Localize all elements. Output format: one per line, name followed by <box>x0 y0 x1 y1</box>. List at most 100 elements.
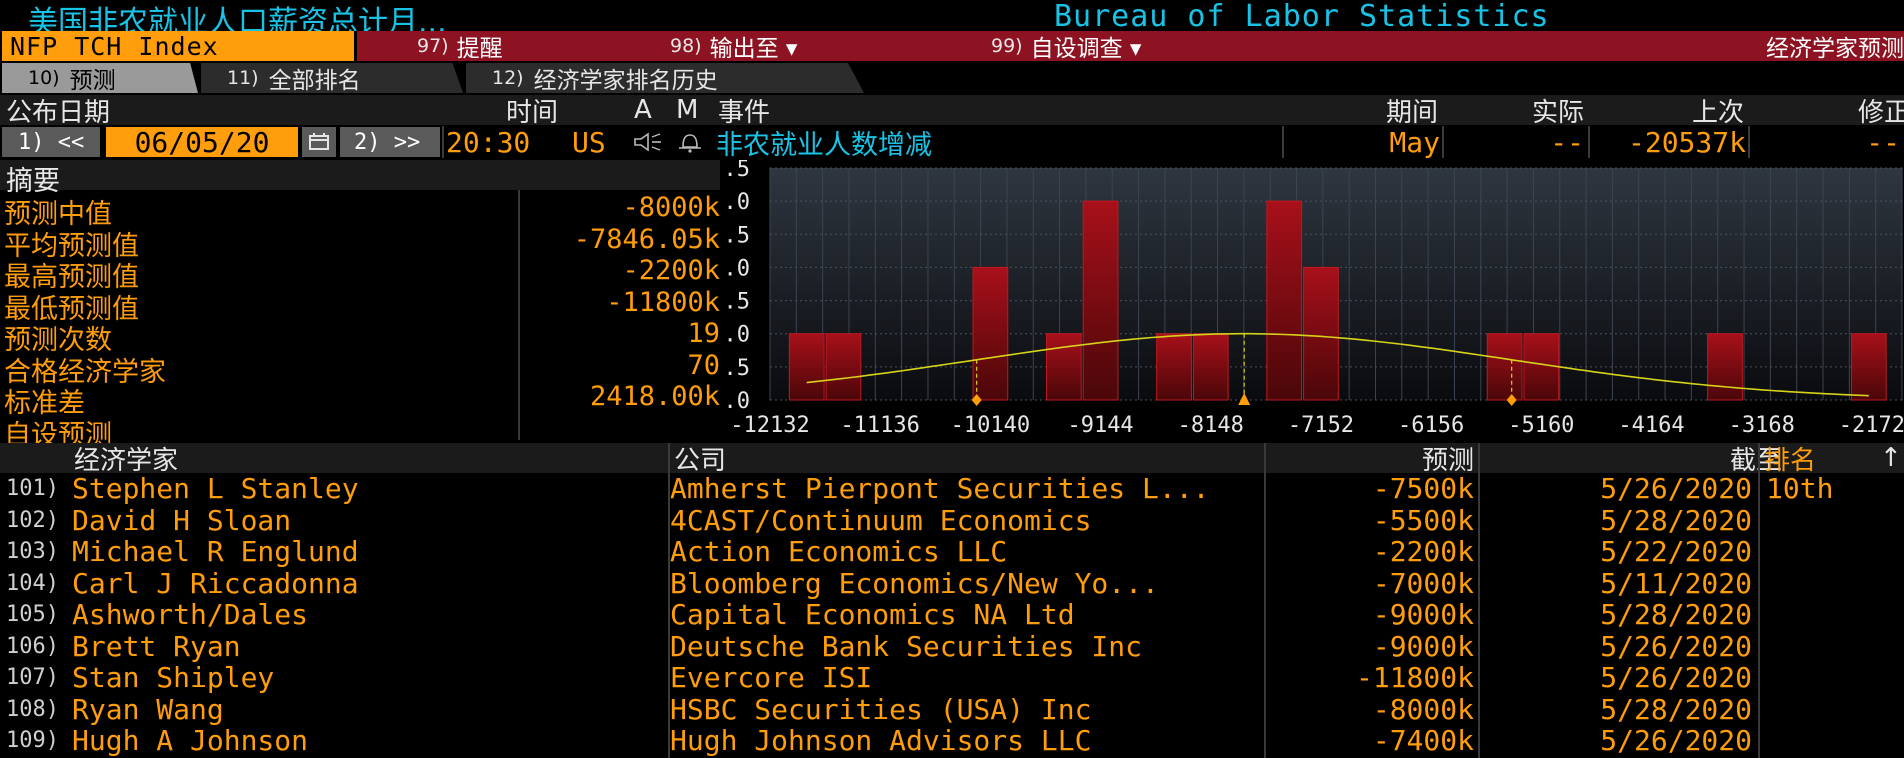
firm-name[interactable]: Capital Economics NA Ltd <box>670 599 1075 630</box>
summary-value: -11800k <box>606 286 720 318</box>
table-row[interactable]: 104) Carl J Riccadonna Bloomberg Economics… <box>0 568 1904 599</box>
marker-triangle <box>1238 393 1251 405</box>
economist-name[interactable]: Carl J Riccadonna <box>72 567 359 599</box>
table-row[interactable]: 105) Ashworth/Dales Capital Economics NA L… <box>0 599 1904 630</box>
col-asof[interactable]: 截至 <box>1729 445 1782 476</box>
table-row[interactable]: 106) Brett Ryan Deutsche Bank Securities I… <box>0 631 1904 662</box>
summary-value: -8000k <box>622 192 720 223</box>
economist-name[interactable]: David H Sloan <box>72 504 292 536</box>
firm-name[interactable]: Hugh Johnson Advisors LLC <box>670 725 1092 756</box>
y-tick-label: 1.5 <box>722 290 750 315</box>
tab-forecast[interactable]: 10) 预测 <box>2 63 198 93</box>
sort-arrow-icon[interactable]: ↑ <box>1880 443 1902 473</box>
histogram-bar <box>1523 333 1560 401</box>
menu-economist-forecast[interactable]: 经济学家预测 <box>1288 31 1904 62</box>
ticker-field[interactable]: NFP TCH Index <box>2 31 354 61</box>
column-divider <box>1264 443 1266 758</box>
histogram-bar <box>1192 333 1229 401</box>
histogram-bar <box>1486 333 1523 401</box>
speaker-icon[interactable] <box>630 129 666 155</box>
economist-table-header: 经济学家 公司 预测 截至 排名 ↑ <box>0 443 1904 476</box>
histogram-bar <box>1082 200 1119 401</box>
col-forecast[interactable]: 预测 <box>1421 445 1474 476</box>
menu-item-number: 98) <box>670 35 702 57</box>
tab-economist-ranking-history[interactable]: 12) 经济学家排名历史 <box>466 63 864 93</box>
col-firm[interactable]: 公司 <box>674 445 727 476</box>
table-row[interactable]: 101) Stephen L Stanley Amherst Pierpont Se… <box>0 473 1904 504</box>
bell-icon[interactable] <box>672 129 708 155</box>
histogram-bar <box>1045 333 1082 401</box>
menu-right-label: 经济学家预测 <box>1766 36 1904 62</box>
firm-name[interactable]: 4CAST/Continuum Economics <box>670 504 1092 536</box>
firm-name[interactable]: Bloomberg Economics/New Yo... <box>670 567 1159 599</box>
event-header: 公布日期 时间 A M 事件 期间 实际 上次 修正 <box>0 95 1904 128</box>
table-row[interactable]: 102) David H Sloan 4CAST/Continuum Economi… <box>0 505 1904 536</box>
header-revised: 修正 <box>1857 97 1904 128</box>
data-source: Bureau of Labor Statistics <box>1054 0 1550 34</box>
table-row[interactable]: 109) Hugh A Johnson Hugh Johnson Advisors … <box>0 725 1904 756</box>
histogram-bar <box>1850 333 1887 401</box>
event-name[interactable]: 非农就业人数增减 <box>716 129 932 161</box>
row-number: 103) <box>6 539 59 564</box>
economist-name[interactable]: Ashworth/Dales <box>72 599 309 630</box>
histogram-bar <box>788 333 825 401</box>
col-rank[interactable]: 排名 <box>1764 445 1817 476</box>
header-time: 时间 <box>505 97 558 128</box>
summary-label: 预测次数 <box>4 325 112 356</box>
rank-value <box>1766 536 1896 567</box>
histogram-bar <box>825 333 862 401</box>
release-date-field[interactable]: 06/05/20 <box>106 126 298 159</box>
rank-value <box>1766 505 1896 536</box>
prev-event-button[interactable]: 1) << <box>2 127 100 157</box>
economist-name[interactable]: Michael R Englund <box>72 536 359 567</box>
column-divider <box>1478 443 1480 758</box>
event-prior: -20537k <box>1627 125 1746 159</box>
economist-name[interactable]: Ryan Wang <box>72 693 224 725</box>
x-tick-label: -9144 <box>1067 413 1133 438</box>
marker-diamond <box>1506 394 1517 406</box>
histogram-bar <box>1266 200 1303 401</box>
col-economist[interactable]: 经济学家 <box>74 445 179 476</box>
firm-name[interactable]: HSBC Securities (USA) Inc <box>670 693 1092 725</box>
menu-custom-survey-button[interactable]: 99) 自设调查 ▾ <box>931 31 1345 62</box>
firm-name[interactable]: Evercore ISI <box>670 662 873 693</box>
normal-curve <box>806 332 1869 397</box>
menu-item-label: 自设调查 ▾ <box>1030 36 1142 62</box>
table-row[interactable]: 103) Michael R Englund Action Economics LL… <box>0 536 1904 567</box>
asof-date: 5/26/2020 <box>1600 725 1752 756</box>
title-bar: 美国非农就业人口薪资总计月... Bureau of Labor Statist… <box>0 0 1904 40</box>
x-tick-label: -10140 <box>951 413 1030 438</box>
economist-name[interactable]: Brett Ryan <box>72 630 241 662</box>
table-row[interactable]: 108) Ryan Wang HSBC Securities (USA) Inc -8… <box>0 694 1904 725</box>
calendar-icon[interactable] <box>302 127 336 157</box>
tab-all-rankings[interactable]: 11) 全部排名 <box>201 63 463 93</box>
histogram-bar <box>1707 333 1743 401</box>
event-row: 1) << 06/05/20 2) >> 20:30 US 非农就业人数增减 M… <box>0 125 1904 161</box>
forecast-distribution-chart: 3.5 3.0 2.5 2.0 1.5 1.0 .5 .0 -12132 -11136 -1014… <box>710 157 1904 442</box>
forecast-value: -9000k <box>1372 599 1474 630</box>
summary-label: 最低预测值 <box>4 293 139 325</box>
summary-value: -7846.05k <box>573 223 720 255</box>
economist-name[interactable]: Stephen L Stanley <box>72 473 359 504</box>
economist-table: 101) Stephen L Stanley Amherst Pierpont Se… <box>0 443 1904 758</box>
asof-date: 5/22/2020 <box>1600 536 1752 567</box>
asof-date: 5/26/2020 <box>1600 662 1752 693</box>
economist-name[interactable]: Stan Shipley <box>72 662 275 693</box>
summary-label: 预测中值 <box>4 199 112 230</box>
rank-value: 10th <box>1766 473 1834 504</box>
row-number: 105) <box>6 602 59 627</box>
firm-name[interactable]: Deutsche Bank Securities Inc <box>670 630 1143 662</box>
next-event-button[interactable]: 2) >> <box>340 127 440 157</box>
forecast-value: -7400k <box>1372 725 1474 756</box>
asof-date: 5/26/2020 <box>1600 630 1752 662</box>
summary-value: 19 <box>687 318 720 349</box>
menu-export-button[interactable]: 98) 输出至 ▾ <box>610 31 988 62</box>
summary-label: 合格经济学家 <box>4 356 166 388</box>
summary-header: 摘要 <box>0 160 720 197</box>
table-row[interactable]: 107) Stan Shipley Evercore ISI -11800k 5/26/… <box>0 662 1904 693</box>
economist-name[interactable]: Hugh A Johnson <box>72 725 309 756</box>
firm-name[interactable]: Amherst Pierpont Securities L... <box>670 473 1210 504</box>
firm-name[interactable]: Action Economics LLC <box>670 536 1008 567</box>
row-number: 108) <box>6 696 59 722</box>
summary-title: 摘要 <box>6 166 60 197</box>
